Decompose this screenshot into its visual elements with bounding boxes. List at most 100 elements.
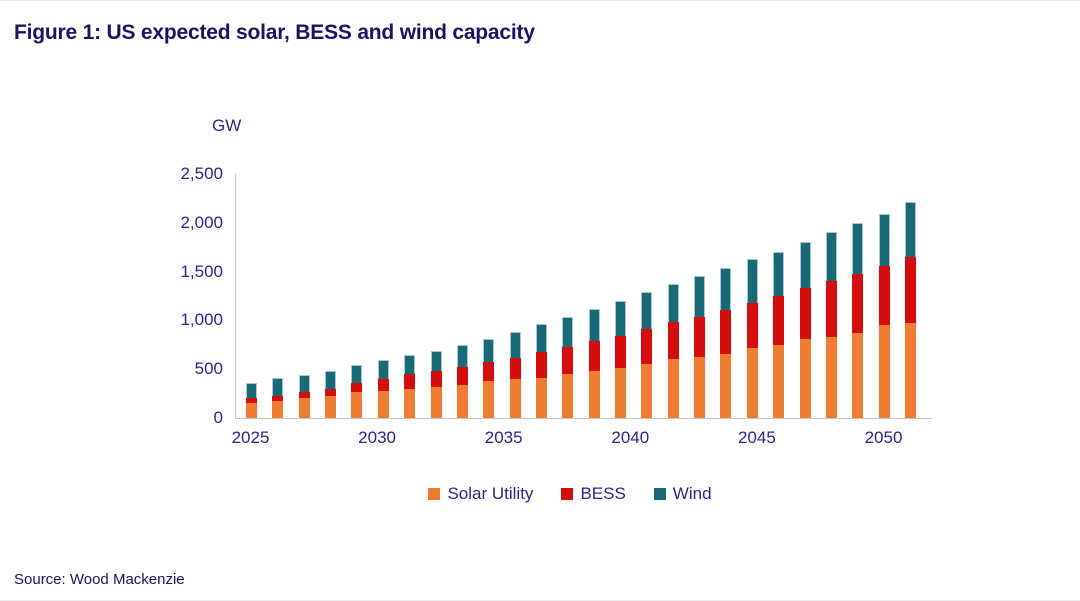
bar-2034-solar-utility-segment bbox=[483, 381, 495, 418]
bar-2049-wind-segment bbox=[878, 213, 890, 266]
bar-2050-bess-segment bbox=[904, 256, 916, 323]
legend-swatch-solar-utility-icon bbox=[428, 488, 441, 500]
x-tick-2045: 2045 bbox=[737, 428, 776, 447]
bar-2033-solar-utility-segment bbox=[456, 385, 468, 418]
y-tick-2,500: 2,500 bbox=[180, 164, 223, 183]
bar-2028 bbox=[325, 370, 337, 418]
bar-2049 bbox=[878, 213, 890, 418]
bar-2048-wind-segment bbox=[852, 223, 864, 275]
bar-2038-wind-segment bbox=[588, 309, 600, 342]
bar-2033 bbox=[456, 344, 468, 418]
bar-2027-wind-segment bbox=[298, 374, 310, 393]
legend-swatch-bess-icon bbox=[561, 488, 574, 500]
bar-2025-solar-utility-segment bbox=[246, 403, 257, 418]
bar-2041-wind-segment bbox=[667, 284, 679, 323]
legend-label-solar-utility: Solar Utility bbox=[447, 484, 534, 503]
bar-2041-solar-utility-segment bbox=[667, 359, 679, 418]
y-tick-0: 0 bbox=[213, 408, 223, 427]
legend-label-wind: Wind bbox=[672, 484, 712, 503]
y-tick-500: 500 bbox=[194, 359, 223, 379]
bar-2040 bbox=[641, 291, 653, 418]
bar-2047-wind-segment bbox=[825, 231, 837, 281]
bar-2036-bess-segment bbox=[535, 352, 547, 378]
bar-2040-wind-segment bbox=[641, 291, 653, 329]
bar-2049-bess-segment bbox=[878, 265, 890, 326]
bar-2029 bbox=[351, 364, 363, 418]
bar-2041-bess-segment bbox=[667, 322, 679, 360]
bar-2043-wind-segment bbox=[720, 267, 732, 310]
bar-2031 bbox=[404, 354, 416, 418]
bar-2050 bbox=[904, 202, 916, 418]
bar-2027-solar-utility-segment bbox=[298, 398, 310, 418]
bar-2025-bess-segment bbox=[246, 398, 257, 404]
bar-2033-wind-segment bbox=[456, 344, 468, 368]
y-tick-1,000: 1,000 bbox=[180, 310, 223, 330]
bar-2037-wind-segment bbox=[562, 316, 574, 348]
bar-2029-bess-segment bbox=[351, 383, 363, 393]
bar-2025 bbox=[246, 382, 257, 418]
bar-2030-wind-segment bbox=[377, 360, 389, 380]
bar-2025-wind-segment bbox=[246, 382, 257, 399]
bar-2043-solar-utility-segment bbox=[720, 354, 732, 418]
bar-2033-bess-segment bbox=[456, 367, 468, 386]
bar-2026-bess-segment bbox=[272, 396, 284, 402]
bar-2047-solar-utility-segment bbox=[825, 336, 837, 418]
bar-2038-solar-utility-segment bbox=[588, 370, 600, 418]
bar-2042-wind-segment bbox=[694, 276, 706, 317]
bar-2043 bbox=[720, 267, 732, 418]
bar-2046-solar-utility-segment bbox=[799, 338, 811, 418]
bar-2044-bess-segment bbox=[746, 303, 758, 349]
bar-2028-wind-segment bbox=[325, 370, 337, 390]
bar-2042-bess-segment bbox=[694, 317, 706, 357]
bar-2047-bess-segment bbox=[825, 280, 837, 337]
y-tick-2,000: 2,000 bbox=[180, 212, 223, 232]
bar-2034-wind-segment bbox=[483, 338, 495, 363]
bar-2037-solar-utility-segment bbox=[562, 373, 574, 418]
bar-2035 bbox=[509, 331, 521, 418]
bar-2031-wind-segment bbox=[404, 354, 416, 375]
x-axis-tick-labels: 2025 2030 2035 2040 2045 2050 bbox=[232, 428, 905, 452]
bar-2026-wind-segment bbox=[272, 378, 284, 397]
legend-item-wind: Wind bbox=[653, 484, 712, 504]
bar-2046-bess-segment bbox=[799, 288, 811, 339]
bar-2030-solar-utility-segment bbox=[377, 391, 389, 418]
bar-2039 bbox=[615, 300, 627, 418]
bar-2050-wind-segment bbox=[904, 202, 916, 257]
bar-2028-solar-utility-segment bbox=[325, 395, 337, 418]
x-tick-2050: 2050 bbox=[864, 428, 903, 447]
bar-2038 bbox=[588, 309, 600, 418]
bar-2029-wind-segment bbox=[351, 364, 363, 384]
bar-2045 bbox=[773, 251, 785, 418]
bar-2032-solar-utility-segment bbox=[430, 387, 442, 418]
bar-2042 bbox=[694, 276, 706, 418]
bar-2039-bess-segment bbox=[615, 335, 627, 368]
bar-2031-solar-utility-segment bbox=[404, 388, 416, 418]
bar-2037-bess-segment bbox=[562, 347, 574, 374]
bar-2035-solar-utility-segment bbox=[509, 379, 521, 418]
bar-2027-bess-segment bbox=[298, 392, 310, 398]
bar-2038-bess-segment bbox=[588, 341, 600, 371]
bar-2039-solar-utility-segment bbox=[615, 367, 627, 418]
legend-item-bess: BESS bbox=[561, 484, 626, 504]
bar-2040-bess-segment bbox=[641, 328, 653, 365]
bar-2037 bbox=[562, 316, 574, 418]
bar-2036-solar-utility-segment bbox=[535, 378, 547, 418]
bar-2040-solar-utility-segment bbox=[641, 364, 653, 418]
bar-2044-wind-segment bbox=[746, 259, 758, 304]
bar-2046-wind-segment bbox=[799, 242, 811, 289]
bar-2036-wind-segment bbox=[535, 323, 547, 353]
bar-2035-wind-segment bbox=[509, 331, 521, 358]
source-note: Source: Wood Mackenzie bbox=[14, 571, 185, 588]
legend-swatch-wind-icon bbox=[653, 488, 666, 500]
bar-2029-solar-utility-segment bbox=[351, 392, 363, 418]
bar-2030-bess-segment bbox=[377, 379, 389, 392]
bar-2027 bbox=[298, 374, 310, 418]
legend-item-solar-utility: Solar Utility bbox=[428, 484, 533, 504]
bar-2048 bbox=[852, 223, 864, 418]
bar-2042-solar-utility-segment bbox=[694, 357, 706, 418]
bar-2036 bbox=[535, 323, 547, 418]
bar-2047 bbox=[825, 231, 837, 418]
bar-2045-bess-segment bbox=[773, 296, 785, 346]
bar-2030 bbox=[377, 360, 389, 418]
